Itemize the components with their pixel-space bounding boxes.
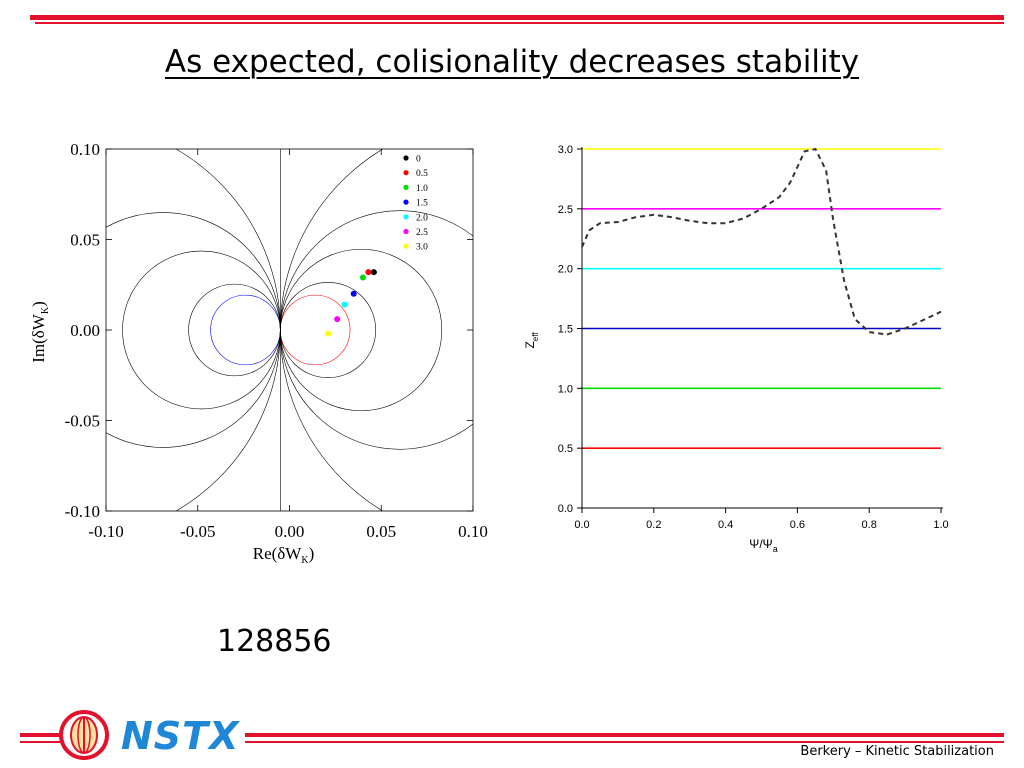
top-rule — [30, 15, 1004, 20]
y-axis-label: Im(δWK) — [29, 301, 51, 363]
y-tick-label: 0.0 — [558, 503, 573, 515]
legend-label: 0.5 — [416, 169, 428, 179]
x-tick-label: 0.05 — [366, 522, 396, 541]
x-tick-label: -0.05 — [180, 522, 215, 541]
data-point — [341, 301, 348, 308]
legend-marker — [403, 228, 409, 235]
y-tick-label: 0.5 — [558, 443, 573, 455]
y-tick-label: 0.10 — [70, 140, 100, 159]
x-tick-label: 1.0 — [933, 519, 948, 531]
y-tick-label: -0.05 — [65, 412, 100, 431]
nstx-logo-icon — [59, 710, 109, 760]
legend-label: 1.5 — [416, 199, 428, 209]
y-axis-label: Zeff — [523, 332, 540, 349]
legend-label: 2.5 — [416, 228, 428, 238]
y-tick-label: 2.0 — [558, 264, 573, 276]
footer-rule-right-thin — [245, 741, 1004, 743]
y-tick-label: 3.0 — [558, 144, 573, 156]
footer-rule-right — [245, 733, 1004, 737]
y-tick-label: 1.5 — [558, 324, 573, 336]
footer-rule-left-thin — [20, 741, 60, 743]
x-tick-label: 0.0 — [574, 519, 589, 531]
legend-marker — [403, 214, 409, 220]
legend-marker — [403, 199, 409, 205]
x-tick-label: 0.2 — [646, 519, 661, 531]
reference-circle — [280, 294, 351, 366]
y-tick-label: 1.0 — [558, 383, 573, 395]
x-axis-label: Ψ/Ψa — [749, 537, 777, 554]
reference-circle — [280, 149, 384, 511]
legend-label: 2.0 — [416, 213, 428, 223]
legend-marker — [403, 170, 409, 176]
legend-label: 0 — [416, 155, 421, 165]
x-tick-label: -0.10 — [88, 522, 123, 541]
data-point — [325, 330, 332, 337]
x-tick-label: 0.10 — [458, 522, 488, 541]
x-axis-label: Re(δWK) — [253, 544, 315, 566]
right-chart-zeff-profile: 0.0 0.5 1.0 1.5 2.0 2.5 3.0 0.0 0.2 0.4 0.6 0.8 1.0 Ψ… — [523, 144, 949, 554]
reference-circle — [210, 294, 281, 366]
data-point — [350, 290, 357, 297]
reference-circle — [175, 149, 281, 511]
data-point — [334, 316, 341, 323]
slide-title: As expected, colisionality decreases sta… — [164, 44, 860, 80]
x-tick-label: 0.00 — [275, 522, 305, 541]
nstx-logo-text: NSTX — [121, 714, 240, 758]
top-rule-thin — [35, 22, 1004, 24]
shot-number: 128856 — [217, 624, 332, 659]
legend-label: 3.0 — [416, 243, 428, 253]
zeff-profile-line — [581, 147, 942, 336]
y-tick-label: 2.5 — [558, 204, 573, 216]
left-chart-polar-plot: -0.10 -0.05 0.00 0.05 0.10 0.10 0.05 0.00 -0.05 -… — [29, 140, 488, 566]
y-tick-label: 0.00 — [70, 321, 100, 340]
x-tick-label: 0.8 — [862, 519, 877, 531]
footer-rule-left — [20, 733, 60, 737]
reference-circle — [280, 281, 377, 379]
legend-marker — [403, 155, 409, 161]
y-tick-label: 0.05 — [70, 231, 100, 250]
reference-circle — [122, 250, 281, 410]
legend-marker — [403, 184, 409, 190]
reference-circle — [188, 283, 281, 377]
reference-circle — [280, 248, 443, 412]
data-point — [359, 274, 366, 281]
legend-label: 1.0 — [416, 184, 428, 194]
x-tick-label: 0.6 — [790, 519, 805, 531]
y-tick-label: -0.10 — [65, 502, 100, 521]
data-point — [370, 269, 377, 276]
x-tick-label: 0.4 — [718, 519, 733, 531]
footer-text: Berkery – Kinetic Stabilization — [800, 744, 994, 759]
data-point — [365, 269, 372, 276]
reference-curves — [106, 149, 473, 511]
legend-marker — [403, 243, 409, 249]
